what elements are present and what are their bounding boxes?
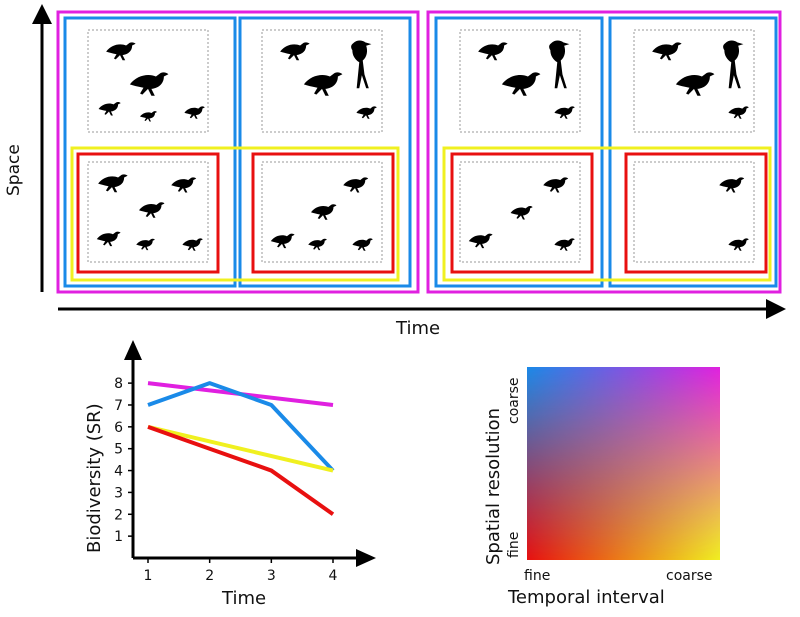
gradient-y-label: Spatial resolution [483,407,504,565]
time-axis-title: Time [396,318,441,339]
blue-frame-3 [434,16,604,288]
series-line-red [147,424,335,516]
y-tick-label: 5 [114,442,123,458]
blue-frame-4 [608,16,778,288]
x-tick-label: 3 [267,568,276,584]
pink-frame-right [426,10,782,294]
blue-frame-2 [238,16,412,288]
color-gradient-square [527,367,720,560]
space-time-diagram [32,4,786,319]
gradient-x-label: Temporal interval [508,587,665,608]
y-tick-label: 2 [114,507,123,523]
gradient-y-coarse-tick: coarse [506,377,522,424]
chart-y-arrowhead [124,340,142,360]
y-tick-label: 6 [114,420,123,436]
series-line-blue [147,381,335,472]
chart-y-label: Biodiversity (SR) [84,403,105,553]
y-tick-label: 8 [114,376,123,392]
yellow-frame-left [70,146,400,282]
yellow-frame-right [442,146,772,282]
gradient-y-fine-tick: fine [506,531,522,558]
pink-frame-left [56,10,420,294]
gradient-x-coarse-tick: coarse [666,568,713,584]
red-frame-2 [251,152,395,274]
time-axis-arrowhead [766,299,786,319]
space-axis-arrowhead [32,4,52,24]
y-tick-label: 3 [114,485,123,501]
x-tick-label: 4 [329,568,338,584]
y-tick-label: 1 [114,529,123,545]
blue-frame-1 [63,16,237,288]
red-frame-3 [450,152,594,274]
y-tick-label: 4 [114,464,123,480]
y-tick-label: 7 [114,398,123,414]
red-frame-1 [76,152,220,274]
x-tick-label: 1 [144,568,153,584]
x-tick-label: 2 [205,568,214,584]
gradient-x-fine-tick: fine [524,568,551,584]
series-line-yellow [147,424,334,473]
chart-x-label: Time [222,588,267,609]
red-frame-4 [624,152,768,274]
chart-x-arrowhead [356,549,376,567]
